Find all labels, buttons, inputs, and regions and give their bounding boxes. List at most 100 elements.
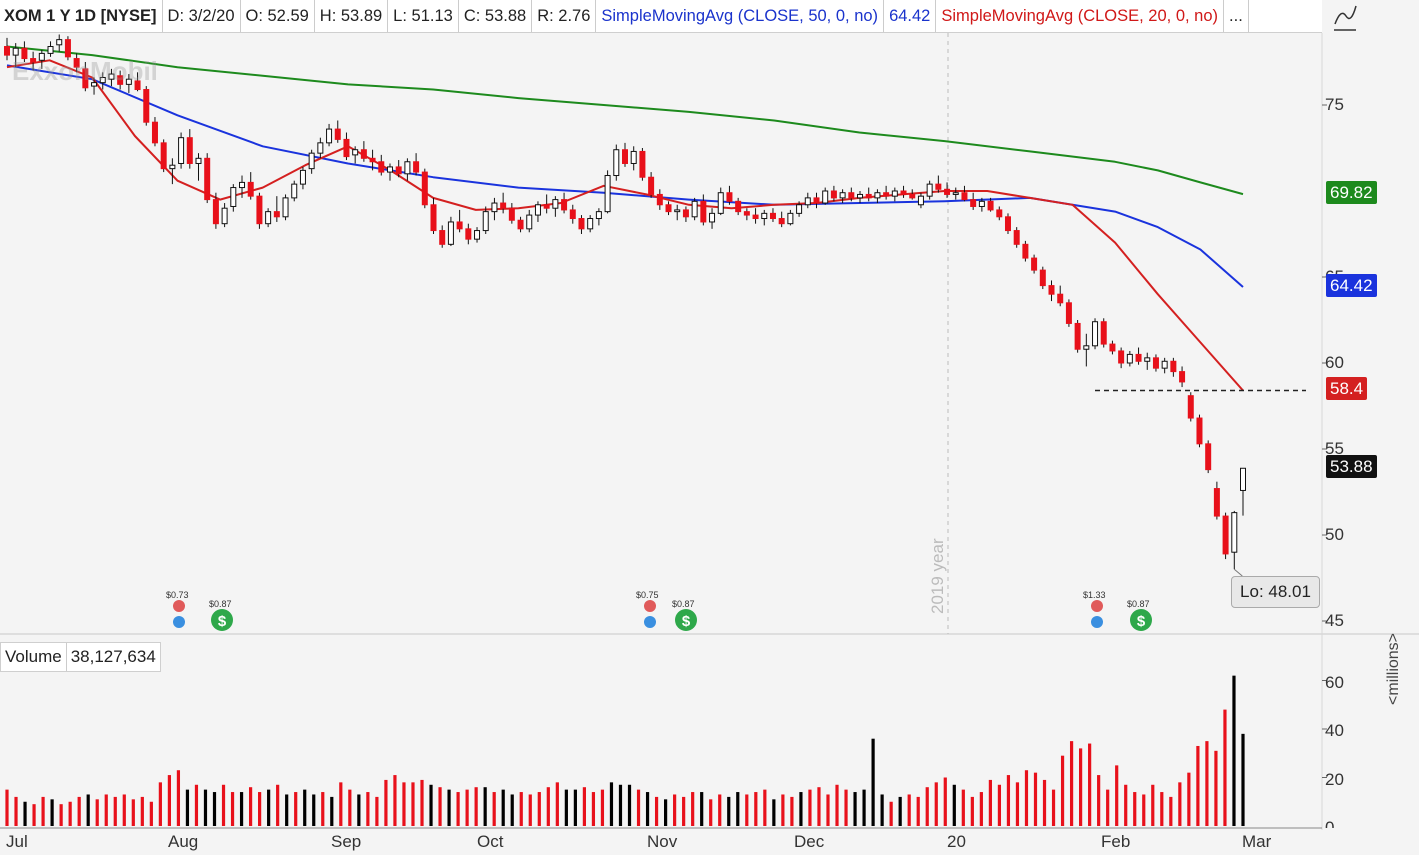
volume-bar[interactable]: [149, 801, 153, 826]
volume-bar[interactable]: [1196, 745, 1200, 826]
volume-bar[interactable]: [492, 792, 496, 826]
volume-bar[interactable]: [411, 782, 415, 826]
candle[interactable]: [4, 46, 10, 56]
candle[interactable]: [665, 204, 672, 213]
candle[interactable]: [12, 47, 19, 56]
volume-bar[interactable]: [1241, 733, 1245, 826]
volume-bar[interactable]: [1178, 782, 1182, 826]
volume-bar[interactable]: [104, 794, 108, 826]
volume-bar[interactable]: [691, 792, 695, 826]
volume-bar[interactable]: [781, 794, 785, 826]
candle[interactable]: [543, 204, 550, 209]
candle[interactable]: [865, 193, 872, 199]
candle[interactable]: [1118, 350, 1125, 364]
volume-bar[interactable]: [321, 792, 325, 826]
candle[interactable]: [1039, 269, 1046, 287]
candle[interactable]: [30, 58, 37, 63]
volume-bar[interactable]: [258, 792, 262, 826]
candle[interactable]: [761, 212, 768, 220]
candle[interactable]: [1083, 345, 1090, 350]
volume-bar[interactable]: [140, 796, 144, 826]
volume-bar[interactable]: [1042, 779, 1047, 826]
volume-bar[interactable]: [1097, 775, 1101, 826]
candle[interactable]: [874, 192, 881, 199]
candle[interactable]: [265, 211, 272, 225]
candle[interactable]: [1100, 321, 1107, 345]
candle[interactable]: [1213, 488, 1220, 517]
candle[interactable]: [883, 192, 890, 197]
volume-bar[interactable]: [988, 779, 992, 826]
candle[interactable]: [160, 142, 167, 170]
volume-bar[interactable]: [844, 789, 848, 826]
volume-bar[interactable]: [1069, 741, 1074, 826]
candle[interactable]: [717, 192, 724, 214]
volume-bar[interactable]: [673, 794, 677, 826]
volume-bar[interactable]: [709, 799, 713, 826]
volume-bar[interactable]: [212, 792, 217, 826]
candle[interactable]: [195, 157, 202, 164]
volume-label[interactable]: Volume: [5, 647, 62, 666]
earnings-icon[interactable]: [1091, 600, 1103, 612]
volume-bar[interactable]: [862, 789, 866, 826]
volume-bar[interactable]: [402, 782, 406, 826]
volume-bar[interactable]: [203, 789, 208, 826]
candle[interactable]: [56, 39, 63, 46]
volume-bar[interactable]: [898, 796, 902, 826]
candle[interactable]: [204, 157, 211, 201]
candle[interactable]: [256, 195, 263, 225]
volume-bar[interactable]: [357, 794, 361, 826]
volume-bar[interactable]: [303, 789, 307, 826]
volume-bar[interactable]: [1232, 675, 1236, 826]
volume-bar[interactable]: [14, 796, 18, 826]
candle[interactable]: [1196, 417, 1203, 445]
candle[interactable]: [648, 176, 655, 195]
candle[interactable]: [143, 89, 150, 123]
volume-bar[interactable]: [1106, 789, 1110, 826]
candle[interactable]: [247, 181, 254, 197]
dividend-icon[interactable]: [1130, 609, 1152, 631]
candle[interactable]: [221, 207, 228, 225]
candle[interactable]: [352, 149, 359, 156]
volume-bar[interactable]: [375, 796, 379, 826]
candle[interactable]: [378, 161, 385, 173]
info-icon[interactable]: [1091, 616, 1103, 628]
candle[interactable]: [273, 211, 280, 218]
candle[interactable]: [743, 211, 750, 216]
volume-bar[interactable]: [808, 789, 812, 826]
volume-bar[interactable]: [339, 782, 343, 826]
candle[interactable]: [38, 52, 45, 61]
candle[interactable]: [917, 195, 924, 206]
earnings-icon[interactable]: [173, 600, 185, 612]
candle[interactable]: [1092, 321, 1099, 347]
volume-bar[interactable]: [158, 782, 162, 826]
candle[interactable]: [952, 192, 959, 195]
candle[interactable]: [848, 192, 855, 199]
volume-bar[interactable]: [95, 799, 99, 826]
volume-bar[interactable]: [727, 796, 731, 826]
volume-bar[interactable]: [600, 789, 605, 826]
earnings-icon[interactable]: [644, 600, 656, 612]
candle[interactable]: [1031, 257, 1038, 271]
volume-bar[interactable]: [1151, 784, 1155, 826]
candle[interactable]: [517, 219, 524, 230]
volume-bar[interactable]: [113, 796, 117, 826]
volume-bar[interactable]: [654, 796, 659, 826]
candle[interactable]: [1074, 322, 1081, 350]
candle[interactable]: [1231, 512, 1238, 553]
candle[interactable]: [1048, 285, 1055, 295]
sma50-study-label[interactable]: SimpleMovingAvg (CLOSE, 50, 0, no): [596, 0, 885, 32]
candle[interactable]: [169, 164, 176, 170]
volume-bar[interactable]: [1051, 789, 1056, 826]
candle[interactable]: [404, 161, 411, 175]
candle[interactable]: [857, 193, 864, 199]
candle[interactable]: [447, 221, 454, 245]
candle[interactable]: [291, 183, 298, 199]
candle[interactable]: [413, 161, 420, 173]
volume-bar[interactable]: [185, 789, 190, 826]
candle[interactable]: [1057, 293, 1064, 304]
candle[interactable]: [474, 230, 481, 240]
volume-bar[interactable]: [348, 789, 352, 826]
volume-bar[interactable]: [230, 792, 235, 826]
candle[interactable]: [970, 199, 977, 207]
volume-bar[interactable]: [312, 794, 316, 826]
